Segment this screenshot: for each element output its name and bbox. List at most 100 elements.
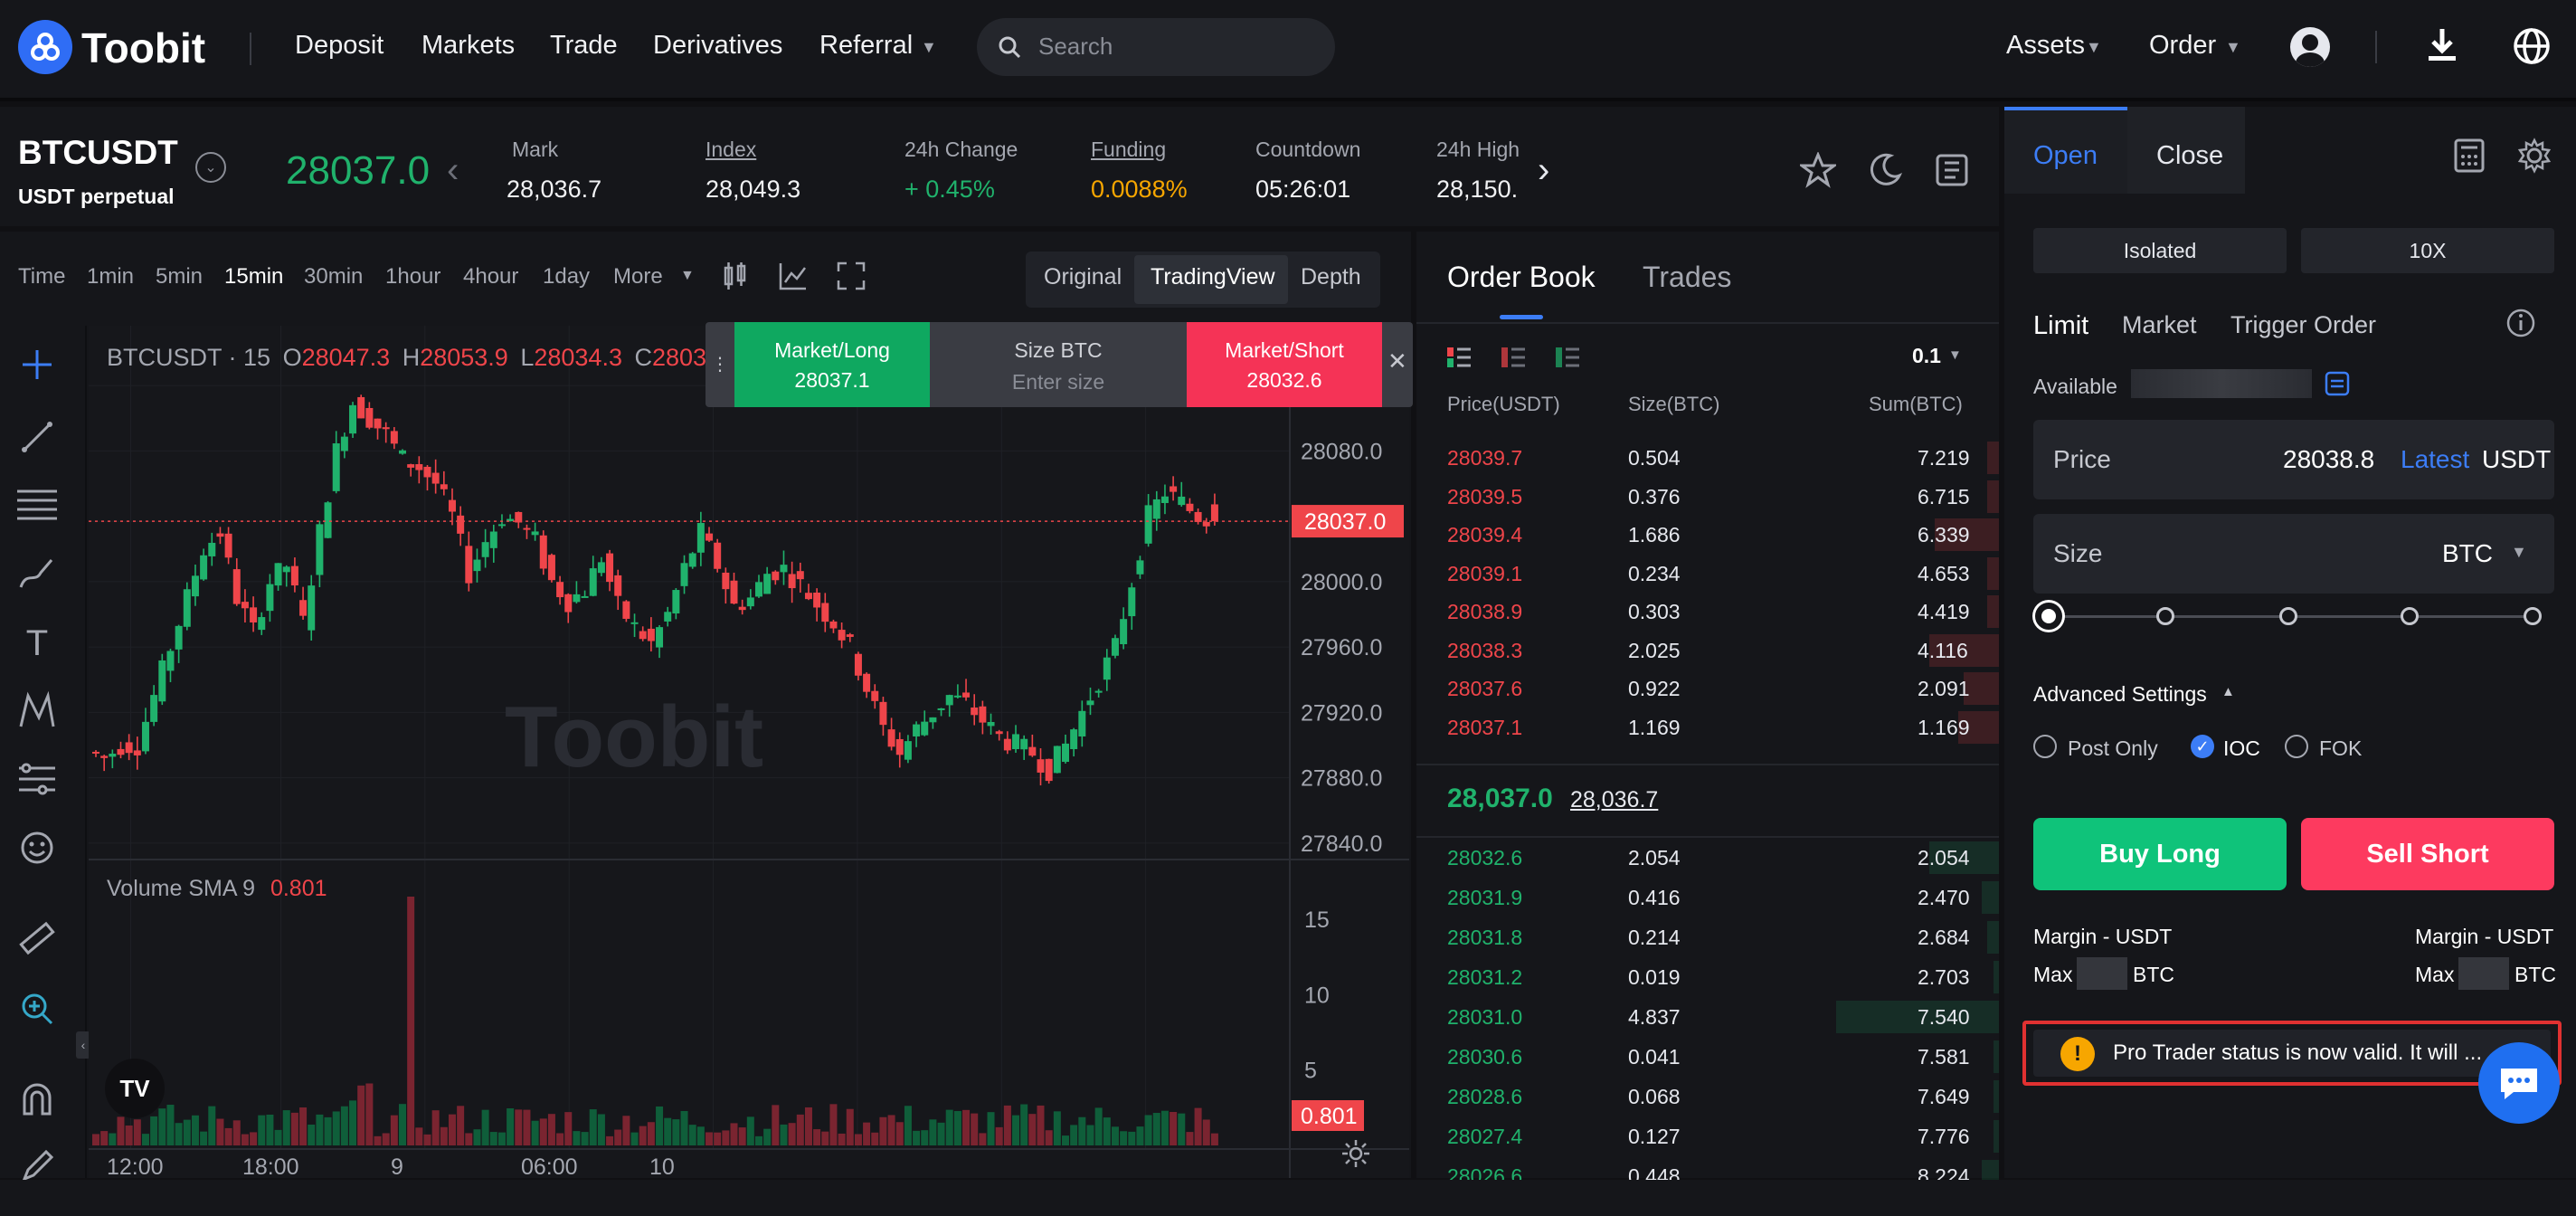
bid-row[interactable]: 28031.2 0.019 2.703 [1416, 959, 1999, 995]
ticker-scroll-right-icon[interactable]: › [1538, 150, 1550, 190]
nav-referral[interactable]: Referral [819, 31, 914, 60]
view-asks-icon[interactable] [1500, 344, 1527, 371]
ask-row[interactable]: 28037.6 0.922 2.091 [1416, 670, 1999, 707]
timeframe-more[interactable]: More [613, 264, 663, 289]
theme-moon-icon[interactable] [1867, 152, 1903, 188]
buy-long-button[interactable]: Buy Long [2033, 818, 2287, 890]
chart-canvas[interactable]: 28120.028080.028037.028000.027960.027920… [89, 326, 1409, 1178]
tradingview-logo-icon[interactable]: TV [105, 1059, 165, 1118]
tab-order-book[interactable]: Order Book [1447, 261, 1596, 293]
chat-support-button[interactable] [2478, 1042, 2560, 1124]
ask-row[interactable]: 28039.7 0.504 7.219 [1416, 440, 1999, 476]
bid-row[interactable]: 28031.0 4.837 7.540 [1416, 999, 1999, 1035]
symbol-name[interactable]: BTCUSDT [18, 134, 178, 171]
toobit-logo-icon[interactable] [18, 20, 72, 74]
leverage-button[interactable]: 10X [2301, 228, 2554, 273]
fib-lines-icon[interactable] [13, 480, 62, 528]
latest-price-link[interactable]: Latest [2401, 445, 2470, 473]
nav-deposit[interactable]: Deposit [295, 31, 384, 60]
view-tradingview[interactable]: TradingView [1151, 264, 1275, 290]
view-both-icon[interactable] [1445, 344, 1473, 371]
slider-tick-100[interactable] [2524, 607, 2542, 625]
text-tool-icon[interactable]: T [25, 622, 49, 663]
favorite-star-icon[interactable] [1800, 152, 1836, 188]
emoji-icon[interactable] [13, 823, 62, 872]
drag-handle-icon[interactable]: ⋮ [711, 355, 729, 375]
order-type-limit[interactable]: Limit [2033, 311, 2089, 340]
ruler-icon[interactable] [13, 914, 62, 963]
info-icon[interactable] [2505, 308, 2536, 338]
fullscreen-icon[interactable] [836, 261, 867, 291]
fok-radio[interactable] [2285, 735, 2308, 758]
symbol-dropdown-icon[interactable]: ⌄ [195, 152, 226, 183]
ticker-scroll-left-icon[interactable]: ‹ [447, 150, 459, 190]
trendline-icon[interactable] [13, 413, 62, 461]
precision-select[interactable]: 0.1 [1912, 344, 1941, 367]
ask-row[interactable]: 28038.3 2.025 4.116 [1416, 632, 1999, 669]
quick-size-field[interactable]: Size BTC Enter size [930, 322, 1187, 407]
calculator-icon[interactable] [2453, 138, 2486, 174]
candle-type-icon[interactable] [720, 261, 751, 291]
timeframe-4hour[interactable]: 4hour [463, 264, 519, 289]
view-depth[interactable]: Depth [1301, 264, 1361, 290]
collapse-toolbar-icon[interactable]: ‹ [76, 1031, 90, 1059]
sell-short-button[interactable]: Sell Short [2301, 818, 2554, 890]
crosshair-icon[interactable] [13, 340, 62, 389]
bid-row[interactable]: 28032.6 2.054 2.054 [1416, 840, 1999, 876]
timeframe-time[interactable]: Time [18, 264, 66, 289]
size-input-field[interactable]: Size BTC ▼ [2033, 514, 2554, 594]
pencil-icon[interactable] [13, 1142, 62, 1191]
bid-row[interactable]: 28031.9 0.416 2.470 [1416, 879, 1999, 916]
funding-label[interactable]: Funding [1091, 138, 1167, 161]
timeframe-30min[interactable]: 30min [304, 264, 364, 289]
close-quick-trade-icon[interactable]: ✕ [1387, 347, 1407, 375]
transfer-icon[interactable] [2325, 371, 2350, 396]
post-only-radio[interactable] [2033, 735, 2057, 758]
avatar-icon[interactable] [2290, 27, 2330, 67]
market-short-button[interactable]: Market/Short 28032.6 [1187, 322, 1382, 407]
tab-trades[interactable]: Trades [1643, 261, 1732, 293]
magnet-icon[interactable] [13, 1075, 62, 1124]
nav-derivatives[interactable]: Derivatives [653, 31, 783, 60]
search-box[interactable]: Search [977, 18, 1335, 76]
view-bids-icon[interactable] [1554, 344, 1581, 371]
order-type-market[interactable]: Market [2122, 311, 2197, 338]
price-input-field[interactable]: Price 28038.8 Latest USDT [2033, 420, 2554, 499]
timeframe-1day[interactable]: 1day [543, 264, 591, 289]
candlestick-chart[interactable]: 28120.028080.028037.028000.027960.027920… [89, 326, 1409, 1178]
pattern-icon[interactable] [13, 686, 62, 735]
timeframe-1min[interactable]: 1min [87, 264, 135, 289]
slider-tick-25[interactable] [2156, 607, 2174, 625]
brand-name[interactable]: Toobit [81, 24, 206, 71]
size-slider-handle[interactable] [2035, 603, 2062, 630]
bid-row[interactable]: 28027.4 0.127 7.776 [1416, 1118, 1999, 1154]
nav-assets[interactable]: Assets [2006, 31, 2086, 60]
slider-tick-50[interactable] [2279, 607, 2297, 625]
indicators-icon[interactable] [778, 261, 809, 291]
tab-close[interactable]: Close [2156, 141, 2224, 170]
globe-icon[interactable] [2513, 27, 2551, 65]
margin-mode-button[interactable]: Isolated [2033, 228, 2287, 273]
ioc-check-icon[interactable]: ✓ [2191, 735, 2214, 758]
tab-open[interactable]: Open [2033, 141, 2098, 170]
prediction-icon[interactable] [13, 755, 62, 803]
post-only-label[interactable]: Post Only [2068, 736, 2158, 760]
nav-order[interactable]: Order [2149, 31, 2217, 60]
timeframe-1hour[interactable]: 1hour [385, 264, 441, 289]
download-icon[interactable] [2426, 27, 2458, 63]
mark-price[interactable]: 28,036.7 [1570, 787, 1659, 812]
index-label[interactable]: Index [706, 138, 757, 161]
ask-row[interactable]: 28037.1 1.169 1.169 [1416, 709, 1999, 746]
bid-row[interactable]: 28028.6 0.068 7.649 [1416, 1078, 1999, 1115]
pro-trader-banner[interactable]: ! Pro Trader status is now valid. It wil… [2022, 1021, 2562, 1086]
bid-row[interactable]: 28030.6 0.041 7.581 [1416, 1039, 1999, 1075]
fok-label[interactable]: FOK [2319, 736, 2363, 760]
nav-trade[interactable]: Trade [550, 31, 618, 60]
settings-gear-icon[interactable] [2516, 138, 2552, 174]
advanced-settings-toggle[interactable]: Advanced Settings [2033, 682, 2207, 706]
order-type-trigger[interactable]: Trigger Order [2230, 311, 2377, 338]
ask-row[interactable]: 28039.1 0.234 4.653 [1416, 556, 1999, 592]
nav-markets[interactable]: Markets [421, 31, 516, 60]
ask-row[interactable]: 28039.5 0.376 6.715 [1416, 479, 1999, 515]
quick-size-placeholder[interactable]: Enter size [1011, 370, 1105, 394]
